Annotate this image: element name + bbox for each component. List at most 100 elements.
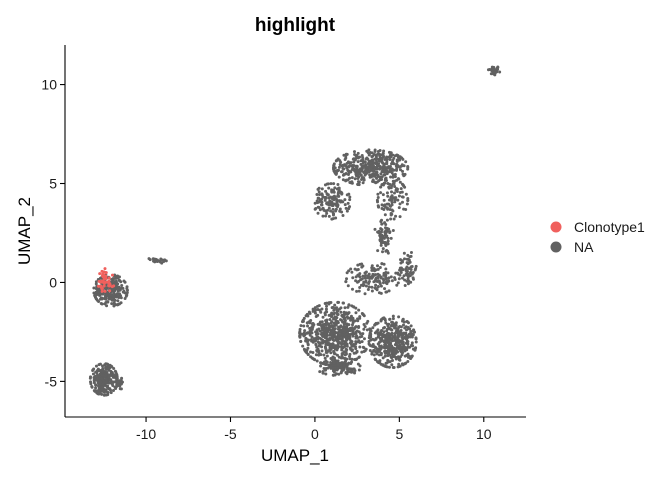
na-point	[394, 271, 398, 275]
na-point	[379, 230, 383, 234]
na-point	[321, 338, 325, 342]
na-point	[398, 190, 402, 194]
na-point	[107, 368, 111, 372]
na-point	[410, 333, 414, 337]
na-point	[111, 277, 115, 281]
na-point	[386, 271, 390, 275]
na-point	[354, 347, 358, 351]
na-point	[101, 367, 105, 371]
na-point	[125, 291, 129, 295]
na-point	[393, 191, 396, 195]
na-point	[335, 372, 339, 376]
na-point	[367, 275, 371, 279]
na-point	[118, 279, 122, 283]
na-point	[405, 202, 409, 206]
na-point	[403, 278, 407, 282]
na-point	[404, 207, 408, 211]
na-point	[341, 214, 345, 218]
na-point	[384, 162, 388, 166]
na-point	[355, 168, 359, 172]
na-point	[90, 385, 94, 389]
na-point	[100, 388, 104, 392]
na-point	[353, 169, 357, 173]
na-point	[345, 332, 349, 336]
na-point	[361, 313, 365, 317]
na-point	[121, 290, 125, 294]
na-point	[341, 167, 345, 171]
na-point	[100, 392, 104, 396]
na-point	[350, 287, 354, 291]
na-point	[405, 279, 409, 283]
na-point	[342, 345, 346, 349]
na-point	[379, 220, 383, 224]
na-point	[358, 275, 362, 279]
na-point	[353, 319, 357, 323]
na-point	[341, 314, 345, 318]
na-point	[486, 68, 490, 72]
na-point	[389, 211, 393, 215]
na-point	[404, 334, 408, 338]
na-point	[380, 329, 384, 333]
na-point	[116, 276, 120, 280]
na-point	[390, 324, 394, 327]
na-point	[337, 165, 341, 169]
na-point	[385, 170, 389, 174]
na-point	[357, 356, 361, 360]
na-point	[403, 326, 407, 330]
na-point	[352, 351, 356, 355]
na-point	[364, 280, 368, 284]
na-point	[314, 207, 318, 211]
na-point	[345, 178, 349, 182]
na-point	[400, 276, 404, 280]
na-point	[332, 194, 336, 198]
na-point	[365, 321, 369, 325]
na-point	[393, 179, 397, 183]
na-point	[104, 393, 108, 397]
y-tick-label: 0	[49, 274, 57, 290]
na-point	[390, 320, 394, 324]
na-point	[356, 263, 360, 267]
na-point	[396, 281, 400, 285]
na-point	[370, 352, 374, 356]
na-point	[351, 334, 355, 338]
na-point	[383, 340, 387, 344]
na-point	[313, 311, 317, 315]
na-point	[317, 190, 321, 194]
na-point	[376, 230, 380, 234]
na-point	[92, 376, 96, 380]
na-point	[356, 151, 360, 155]
na-point	[498, 70, 502, 74]
na-point	[319, 361, 323, 365]
na-point	[305, 348, 309, 352]
legend-label-na: NA	[574, 239, 594, 255]
na-point	[305, 331, 309, 335]
na-point	[106, 300, 110, 304]
na-point	[495, 66, 499, 70]
na-point	[414, 340, 418, 344]
na-point	[117, 285, 121, 289]
na-point	[317, 196, 321, 200]
na-point	[355, 165, 359, 169]
na-point	[378, 167, 382, 171]
na-point	[147, 257, 151, 261]
na-point	[389, 217, 393, 221]
na-point	[347, 354, 351, 358]
na-point	[385, 202, 389, 206]
na-point	[332, 212, 336, 216]
na-point	[362, 164, 366, 168]
na-point	[106, 294, 110, 298]
na-point	[393, 277, 397, 281]
na-point	[314, 342, 318, 346]
na-point	[372, 344, 376, 348]
na-point	[378, 154, 382, 158]
na-point	[321, 371, 325, 375]
na-point	[414, 264, 418, 268]
na-point	[372, 353, 376, 357]
na-point	[102, 369, 106, 373]
na-point	[336, 361, 340, 365]
na-point	[401, 317, 405, 321]
na-point	[339, 306, 343, 310]
na-point	[335, 201, 339, 205]
na-point	[393, 334, 397, 338]
clonotype1-point	[100, 286, 104, 290]
